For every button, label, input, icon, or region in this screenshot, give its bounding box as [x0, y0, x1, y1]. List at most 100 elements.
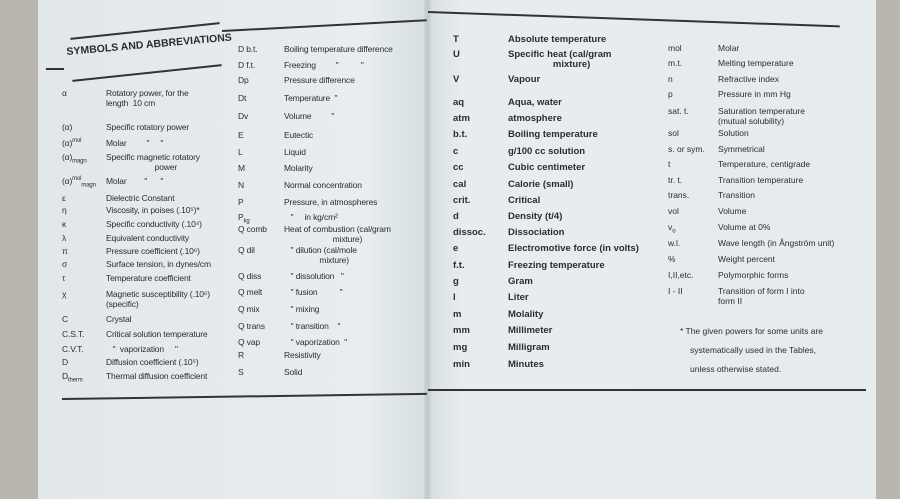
entry-symbol: cc [453, 163, 464, 173]
symbol-text: M [238, 163, 245, 173]
entry-description: Specific magnetic rotatory power [106, 152, 200, 172]
entry-symbol: χ [62, 289, 66, 299]
symbol-text: τ [62, 273, 66, 283]
symbol-text: Q comb [238, 224, 267, 234]
entry-description: atmosphere [508, 113, 562, 124]
entry-description: Boiling temperature difference [284, 44, 393, 54]
entry-symbol: Q trans [238, 321, 265, 331]
entry-symbol: Dtherm [62, 371, 83, 384]
symbol-text: f.t. [453, 260, 465, 271]
entry-symbol: e [453, 244, 458, 254]
entry-symbol: sat. t. [668, 106, 689, 116]
entry-symbol: Q diss [238, 271, 261, 281]
footnote-line: * The given powers for some units are [680, 326, 823, 336]
entry-description: Gram [508, 276, 533, 287]
entry-description: " dilution (cal/mole mixture) [290, 245, 357, 265]
entry-description: Rotatory power, for the length 10 cm [106, 88, 189, 108]
symbol-text: (α) [62, 138, 73, 148]
symbol-text: dissoc. [453, 227, 486, 238]
entry-description: Specific heat (cal/gram mixture) [508, 49, 612, 70]
entry-description: Vapour [508, 74, 541, 85]
entry-symbol: n [668, 74, 673, 84]
entry-description: Liter [508, 292, 529, 303]
entry-symbol: c [453, 147, 458, 157]
entry-symbol: (α)magn [62, 152, 87, 165]
symbol-text: (α) [62, 122, 73, 132]
symbol-text: min [453, 359, 470, 370]
entry-symbol: C.V.T. [62, 344, 84, 354]
symbol-text: Q melt [238, 287, 263, 297]
entry-description: Solution [718, 128, 749, 138]
entry-description: " vaporization " [284, 337, 348, 347]
symbol-text: λ [62, 233, 67, 243]
entry-description: Pressure, in atmospheres [284, 197, 378, 207]
symbol-text: ε [62, 193, 66, 203]
entry-description: Specific conductivity (.10⁴) [106, 219, 202, 229]
symbol-text: mol [668, 43, 682, 53]
entry-description: Molar [718, 43, 740, 53]
symbol-text: Q mix [238, 304, 260, 314]
symbol-text: η [62, 205, 67, 215]
entry-symbol: D [62, 357, 68, 367]
entry-symbol: cal [453, 180, 466, 190]
entry-description: Boiling temperature [508, 129, 598, 140]
symbol-text: C.S.T. [62, 329, 85, 339]
entry-description: Transition [718, 190, 756, 200]
entry-symbol: R [238, 350, 244, 360]
entry-symbol: π [62, 246, 68, 256]
entry-description: " mixing [284, 304, 320, 314]
entry-description: Transition of form I into form II [718, 286, 805, 306]
symbol-text: tr. t. [668, 175, 683, 185]
entry-symbol: min [453, 360, 470, 370]
entry-symbol: S [238, 367, 244, 377]
entry-symbol: τ [62, 273, 65, 283]
symbol-text: (α) [62, 176, 73, 186]
entry-symbol: α [62, 88, 67, 98]
symbol-text: Dt [238, 93, 247, 103]
entry-description: Surface tension, in dynes/cm [106, 259, 211, 269]
symbol-text: Q trans [238, 321, 265, 331]
symbol-text: mg [453, 342, 468, 353]
entry-symbol: trans. [668, 190, 689, 200]
symbol-superscript: mol [72, 138, 82, 145]
symbol-text: χ [62, 289, 67, 299]
entry-symbol: C [62, 314, 68, 324]
entry-description: Pressure coefficient (.10⁶) [106, 246, 200, 256]
symbol-text: I,II,etc. [668, 270, 694, 280]
entry-description: Volume [718, 206, 747, 216]
entry-symbol: Dv [238, 111, 248, 121]
symbol-text: s. or sym. [668, 144, 705, 154]
entry-symbol: f.t. [453, 261, 465, 271]
symbol-text: cc [453, 162, 464, 173]
entry-symbol: aq [453, 98, 464, 108]
entry-symbol: Dt [238, 93, 246, 103]
symbol-subscript: magn [72, 158, 87, 165]
entry-symbol: I - II [668, 286, 683, 296]
entry-symbol: η [62, 205, 67, 215]
symbol-text: trans. [668, 190, 690, 200]
entry-description: Temperature coefficient [106, 273, 191, 283]
symbol-text: S [238, 367, 244, 377]
symbol-text: P [238, 197, 244, 207]
entry-symbol: N [238, 180, 244, 190]
entry-description: Weight percent [718, 254, 776, 264]
entry-symbol: D b.t. [238, 44, 258, 54]
entry-description: Freezing temperature [508, 260, 605, 271]
entry-description: Aqua, water [508, 97, 562, 108]
entry-description: " dissolution " [284, 271, 344, 281]
symbol-text: N [238, 180, 244, 190]
entry-description: Critical [508, 195, 541, 206]
symbol-text: cal [453, 179, 467, 190]
entry-symbol: atm [453, 114, 470, 124]
entry-symbol: Q melt [238, 287, 262, 297]
symbol-text: T [453, 34, 459, 45]
symbol-text: E [238, 130, 244, 140]
symbol-text: c [453, 146, 459, 157]
entry-symbol: % [668, 254, 676, 264]
entry-description: Thermal diffusion coefficient [106, 371, 208, 381]
symbol-text: D [62, 357, 68, 367]
symbol-text: P [238, 212, 244, 222]
symbol-text: Q dil [238, 245, 255, 255]
symbol-text: Q vap [238, 337, 260, 347]
entry-description: Saturation temperature (mutual solubilit… [718, 106, 805, 126]
